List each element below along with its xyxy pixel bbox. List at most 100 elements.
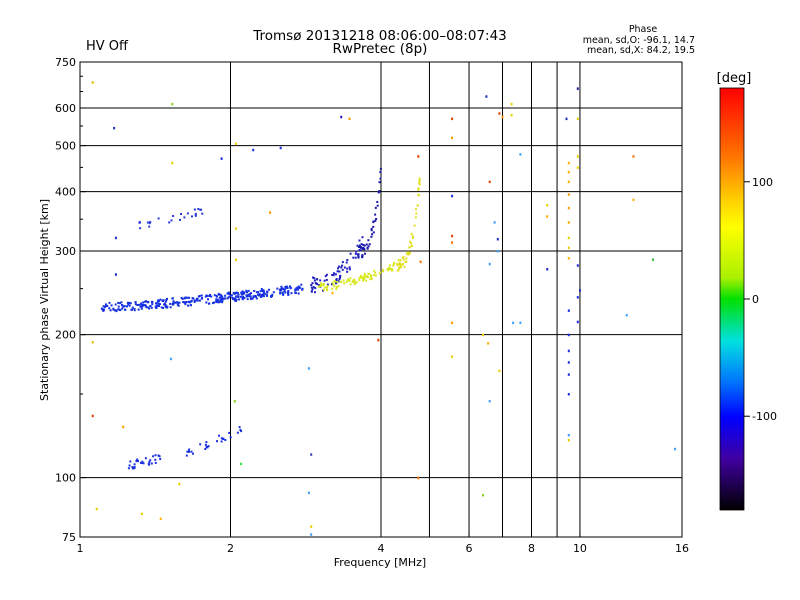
trace-segment	[310, 236, 364, 294]
trace-point	[311, 282, 314, 285]
scatter-point	[171, 161, 174, 165]
trace-point	[287, 291, 289, 294]
trace-point	[363, 274, 366, 277]
trace-point	[182, 301, 185, 303]
scatter-point	[233, 400, 236, 403]
trace-point	[398, 266, 400, 269]
trace-point	[283, 288, 286, 291]
trace-point	[418, 182, 421, 185]
trace-point	[230, 294, 233, 297]
trace-point	[178, 301, 181, 304]
trace-point	[324, 286, 327, 289]
trace-point	[138, 303, 141, 306]
trace-point	[243, 297, 246, 299]
trace-point	[335, 286, 338, 289]
trace-point	[360, 246, 362, 249]
trace-point	[241, 290, 244, 293]
trace-point	[220, 295, 223, 297]
y-tick-label: 300	[55, 245, 76, 258]
trace-point	[284, 291, 287, 294]
trace-point	[396, 264, 399, 266]
scatter-point	[451, 117, 454, 121]
scatter-point	[122, 425, 125, 429]
trace-point	[402, 256, 405, 259]
trace-point	[170, 219, 173, 222]
trace-point	[295, 287, 298, 290]
trace-point	[333, 280, 336, 283]
trace-point	[338, 278, 341, 280]
trace-point	[216, 298, 219, 301]
trace-point	[205, 301, 208, 304]
trace-point	[387, 269, 390, 272]
trace-point	[317, 285, 320, 288]
trace-point	[242, 292, 244, 295]
trace-point	[205, 294, 208, 297]
trace-point	[322, 283, 325, 286]
trace-point	[219, 296, 222, 299]
scatter-point	[632, 155, 635, 158]
trace-point	[219, 293, 222, 296]
trace-point	[338, 265, 341, 268]
trace-point	[294, 288, 297, 291]
trace-point	[164, 305, 167, 308]
trace-point	[316, 278, 318, 281]
trace-point	[126, 305, 128, 308]
trace-point	[157, 299, 160, 302]
trace-point	[326, 283, 329, 286]
trace-point	[144, 457, 147, 460]
trace-point	[408, 252, 410, 255]
trace-point	[313, 277, 316, 280]
trace-point	[127, 303, 130, 306]
trace-point	[236, 292, 239, 295]
trace-point	[221, 299, 224, 302]
scatter-point	[140, 512, 143, 516]
trace-point	[300, 283, 303, 286]
scatter-point	[451, 136, 454, 140]
trace-point	[215, 294, 218, 297]
trace-point	[282, 293, 285, 296]
trace-point	[378, 181, 381, 184]
trace-point	[363, 277, 366, 280]
trace-point	[187, 450, 190, 453]
trace-point	[236, 431, 239, 434]
trace-point	[317, 284, 320, 286]
scatter-point	[482, 333, 484, 337]
trace-point	[143, 304, 146, 307]
trace-point	[337, 285, 340, 288]
trace-point	[326, 286, 329, 289]
trace-point	[128, 304, 131, 307]
trace-point	[152, 455, 155, 458]
trace-point	[109, 309, 112, 312]
trace-point	[133, 463, 136, 466]
trace-point	[370, 277, 373, 280]
trace-point	[195, 298, 198, 301]
scatter-point	[567, 161, 570, 165]
trace-point	[168, 221, 171, 224]
trace-point	[131, 466, 134, 469]
trace-point	[227, 296, 230, 299]
trace-segment	[138, 208, 204, 230]
scatter-point	[567, 373, 570, 376]
trace-point	[326, 288, 328, 291]
trace-point	[252, 295, 255, 298]
trace-point	[310, 290, 313, 293]
trace-point	[417, 188, 420, 191]
trace-point	[369, 276, 372, 279]
trace-point	[172, 300, 175, 303]
trace-point	[150, 462, 153, 465]
trace-point	[297, 292, 300, 295]
scatter-point	[576, 264, 579, 267]
trace-point	[179, 218, 181, 221]
trace-point	[335, 282, 337, 285]
colorbar-tick-label: -100	[752, 410, 777, 423]
scatter-point	[240, 462, 243, 466]
trace-point	[319, 279, 322, 282]
scatter-point	[220, 157, 223, 160]
trace-point	[341, 261, 344, 264]
trace-point	[155, 305, 158, 308]
trace-point	[397, 268, 400, 271]
trace-point	[263, 292, 266, 295]
trace-point	[367, 239, 370, 242]
trace-point	[141, 460, 144, 463]
trace-point	[171, 303, 174, 306]
